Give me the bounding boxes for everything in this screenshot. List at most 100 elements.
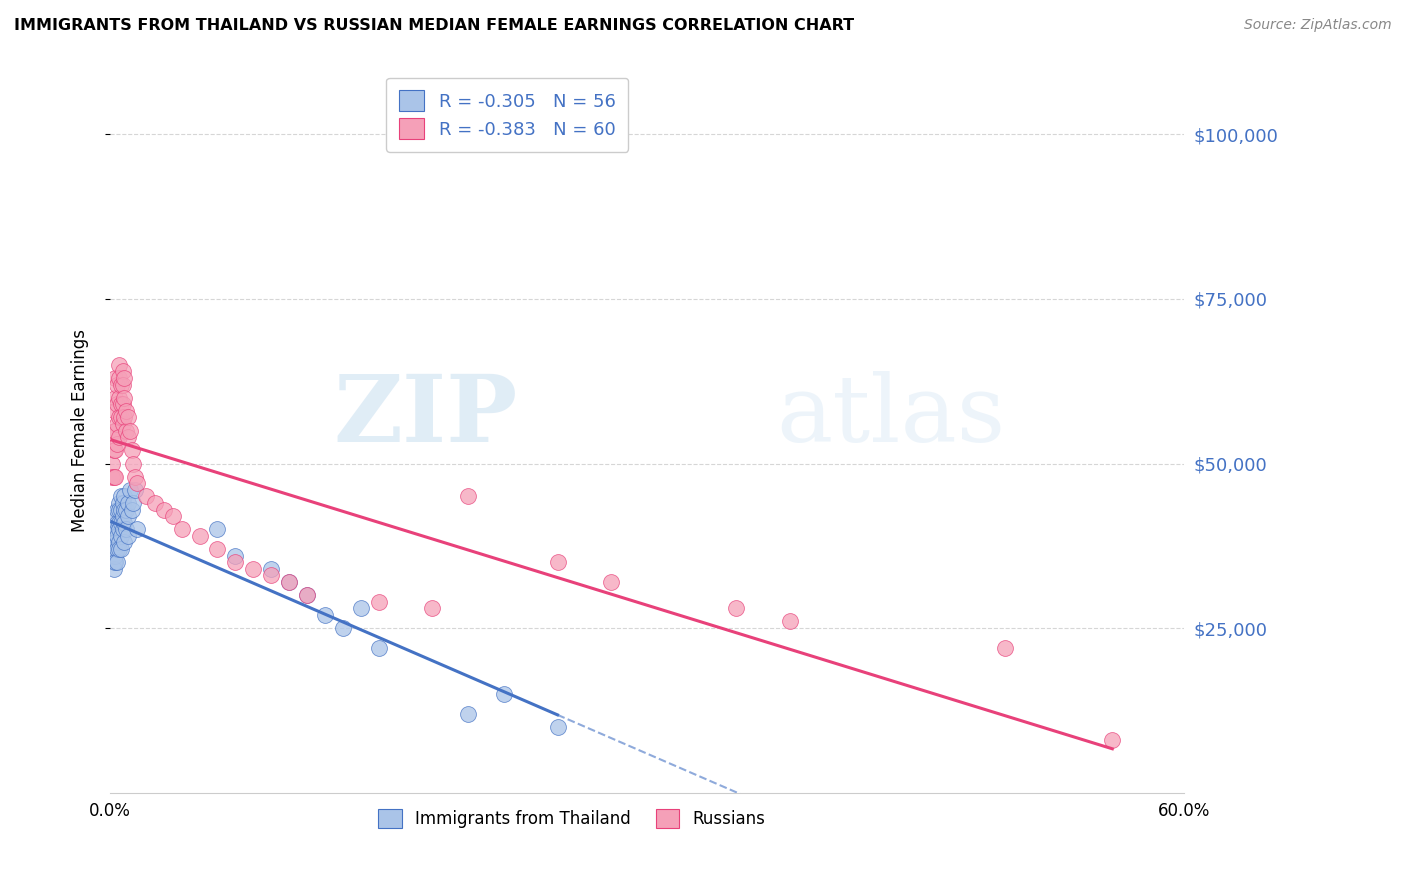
Point: [108, 496, 131, 510]
Point: [278, 574, 301, 589]
Point: [103, 424, 125, 438]
Point: [314, 607, 336, 622]
Point: [111, 377, 134, 392]
Point: [122, 457, 145, 471]
Point: [112, 410, 135, 425]
Point: [108, 358, 131, 372]
Point: [112, 535, 135, 549]
Point: [295, 588, 318, 602]
Point: [295, 588, 318, 602]
Text: atlas: atlas: [776, 371, 1005, 461]
Point: [105, 417, 128, 431]
Point: [103, 555, 125, 569]
Point: [1101, 733, 1123, 747]
Point: [103, 542, 125, 557]
Point: [725, 601, 748, 615]
Point: [105, 555, 128, 569]
Point: [104, 509, 127, 524]
Point: [111, 417, 134, 431]
Point: [260, 568, 283, 582]
Point: [108, 430, 131, 444]
Point: [104, 535, 127, 549]
Point: [108, 502, 131, 516]
Point: [117, 410, 139, 425]
Point: [111, 522, 134, 536]
Point: [105, 377, 128, 392]
Point: [105, 516, 128, 530]
Text: ZIP: ZIP: [333, 371, 519, 461]
Point: [103, 443, 125, 458]
Point: [170, 522, 193, 536]
Point: [117, 496, 139, 510]
Point: [112, 502, 135, 516]
Point: [332, 621, 354, 635]
Point: [108, 371, 131, 385]
Point: [122, 496, 145, 510]
Point: [103, 469, 125, 483]
Point: [124, 483, 146, 497]
Point: [104, 371, 127, 385]
Point: [420, 601, 443, 615]
Point: [110, 502, 132, 516]
Point: [224, 549, 246, 563]
Point: [104, 424, 127, 438]
Point: [104, 555, 127, 569]
Point: [367, 595, 389, 609]
Point: [104, 469, 127, 483]
Point: [104, 404, 127, 418]
Point: [367, 640, 389, 655]
Point: [110, 490, 132, 504]
Point: [600, 574, 623, 589]
Point: [103, 522, 125, 536]
Point: [108, 522, 131, 536]
Point: [110, 542, 132, 557]
Point: [117, 509, 139, 524]
Point: [135, 490, 157, 504]
Point: [103, 562, 125, 576]
Point: [105, 436, 128, 450]
Point: [125, 476, 148, 491]
Point: [112, 391, 135, 405]
Point: [104, 549, 127, 563]
Point: [110, 397, 132, 411]
Point: [108, 535, 131, 549]
Point: [101, 469, 124, 483]
Point: [457, 490, 479, 504]
Point: [121, 502, 143, 516]
Point: [104, 391, 127, 405]
Point: [101, 535, 124, 549]
Point: [125, 522, 148, 536]
Point: [207, 522, 229, 536]
Point: [104, 443, 127, 458]
Point: [115, 522, 138, 536]
Point: [111, 364, 134, 378]
Point: [112, 371, 135, 385]
Point: [105, 397, 128, 411]
Point: [207, 542, 229, 557]
Point: [105, 502, 128, 516]
Point: [224, 555, 246, 569]
Point: [111, 397, 134, 411]
Point: [994, 640, 1017, 655]
Text: IMMIGRANTS FROM THAILAND VS RUSSIAN MEDIAN FEMALE EARNINGS CORRELATION CHART: IMMIGRANTS FROM THAILAND VS RUSSIAN MEDI…: [14, 18, 855, 33]
Y-axis label: Median Female Earnings: Median Female Earnings: [72, 329, 89, 533]
Point: [457, 706, 479, 721]
Point: [349, 601, 371, 615]
Point: [101, 457, 124, 471]
Point: [779, 615, 801, 629]
Point: [104, 522, 127, 536]
Point: [111, 509, 134, 524]
Point: [112, 490, 135, 504]
Point: [108, 391, 131, 405]
Point: [547, 720, 569, 734]
Point: [143, 496, 166, 510]
Point: [110, 516, 132, 530]
Point: [278, 574, 301, 589]
Text: Source: ZipAtlas.com: Source: ZipAtlas.com: [1244, 18, 1392, 32]
Point: [118, 424, 141, 438]
Point: [547, 555, 569, 569]
Point: [108, 542, 131, 557]
Point: [117, 430, 139, 444]
Point: [108, 410, 131, 425]
Point: [124, 469, 146, 483]
